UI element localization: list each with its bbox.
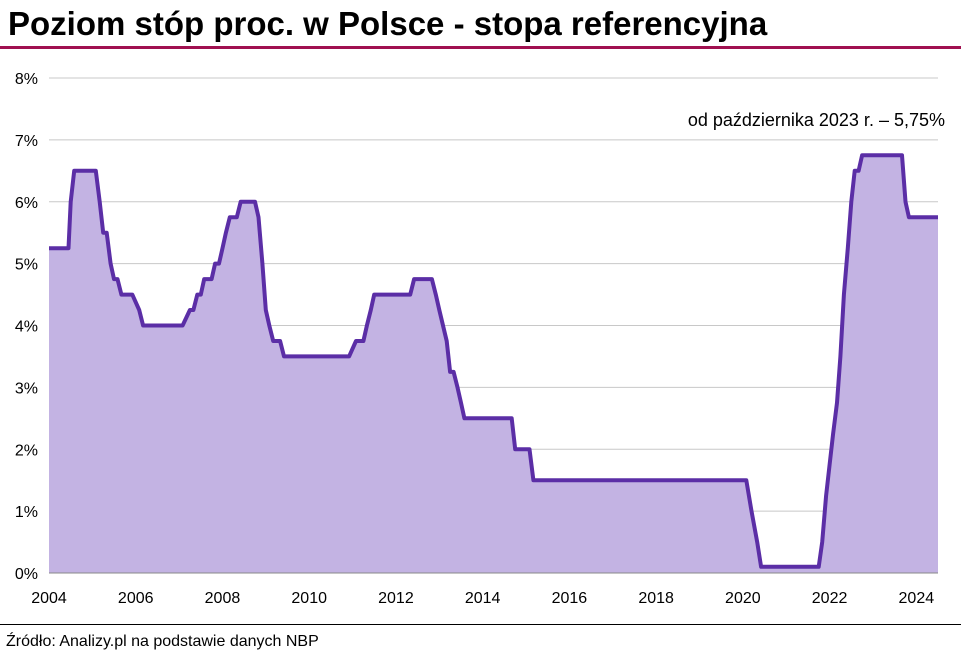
x-tick-label: 2014 — [465, 590, 501, 607]
footer-divider — [0, 624, 961, 625]
rate-line — [49, 153, 938, 569]
x-tick-label: 2018 — [638, 590, 674, 607]
x-tick-label: 2006 — [118, 590, 154, 607]
y-tick-label: 7% — [15, 133, 38, 150]
chart-title: Poziom stóp proc. w Polsce - stopa refer… — [8, 5, 768, 42]
rate-area-fill — [49, 155, 938, 574]
y-tick-label: 0% — [15, 566, 38, 583]
y-tick-label: 4% — [15, 319, 38, 336]
y-tick-label: 8% — [15, 71, 38, 88]
x-tick-label: 2008 — [205, 590, 241, 607]
x-tick-labels: 2004 2006 2008 2010 2012 2014 2016 2018 2020 2022… — [31, 590, 934, 607]
y-tick-label: 1% — [15, 504, 38, 521]
x-tick-label: 2010 — [291, 590, 327, 607]
current-rate-annotation: od października 2023 r. – 5,75% — [688, 110, 945, 130]
y-tick-label: 6% — [15, 195, 38, 212]
x-tick-label: 2004 — [31, 590, 67, 607]
source-note: Źródło: Analizy.pl na podstawie danych N… — [6, 633, 319, 650]
x-tick-label: 2024 — [899, 590, 935, 607]
y-tick-labels: 0% 1% 2% 3% 4% 5% 6% 7% 8% — [15, 71, 38, 583]
x-tick-label: 2022 — [812, 590, 848, 607]
rate-chart: 0%1%2%3%4%5%6%7%8% 2004 2006 2008 2010 2012 2… — [15, 71, 945, 607]
x-tick-label: 2012 — [378, 590, 414, 607]
x-tick-label: 2020 — [725, 590, 761, 607]
y-tick-label: 2% — [15, 442, 38, 459]
y-tick-label: 5% — [15, 257, 38, 274]
y-tick-label: 3% — [15, 380, 38, 397]
title-underline — [0, 46, 961, 49]
x-tick-label: 2016 — [552, 590, 588, 607]
